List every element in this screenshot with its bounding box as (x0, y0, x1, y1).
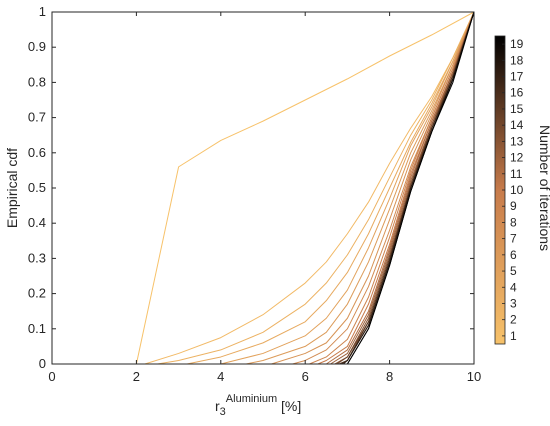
x-axis-label: r3Aluminium [%] (215, 393, 301, 418)
colorbar-tick-label: 4 (510, 280, 517, 294)
colorbar-tick-label: 17 (510, 70, 524, 84)
x-tick-label: 10 (467, 369, 481, 384)
series-line-iteration-7 (271, 11, 475, 365)
y-tick-label: 0.5 (28, 180, 46, 195)
series-line-iteration-4 (186, 11, 475, 365)
x-tick-label: 8 (386, 369, 393, 384)
colorbar-tick-label: 5 (510, 264, 517, 278)
series-line-iteration-3 (157, 11, 475, 365)
x-tick-label: 0 (48, 369, 55, 384)
colorbar-tick-label: 11 (510, 167, 523, 181)
colorbar-tick-label: 18 (510, 53, 524, 67)
colorbar-tick-label: 10 (510, 183, 524, 197)
y-tick-label: 0 (39, 356, 46, 371)
x-axis-label-base: r (215, 398, 220, 414)
x-axis-label-superscript: Aluminium (226, 393, 277, 405)
series-line-iteration-12 (330, 11, 475, 365)
colorbar-label: Number of iterations (537, 125, 550, 251)
series-line-iteration-6 (246, 11, 475, 365)
axes-layer: 0 2 4 6 8 10 0 0.1 0.2 0.3 0.4 0.5 0.6 0.7 0.8 0.9 1 (28, 4, 481, 384)
x-axis-label-subscript: 3 (220, 406, 226, 418)
colorbar-tick-label: 6 (510, 248, 517, 262)
x-tick-label: 6 (302, 369, 309, 384)
colorbar-tick-label: 8 (510, 215, 517, 229)
series-line-iteration-9 (309, 11, 475, 365)
series-layer (135, 11, 475, 365)
colorbar-tick-label: 9 (510, 199, 517, 213)
y-tick-label: 0.8 (28, 74, 46, 89)
y-tick-label: 0.7 (28, 110, 46, 125)
colorbar-tick-label: 3 (510, 296, 517, 310)
y-tick-label: 0.1 (28, 321, 46, 336)
series-line-iteration-19 (345, 11, 475, 365)
colorbar-tick-label: 13 (510, 134, 524, 148)
colorbar-tick-label: 12 (510, 151, 524, 165)
colorbar-tick-label: 1 (510, 329, 517, 343)
y-tick-label: 1 (39, 4, 46, 19)
x-tick-label: 2 (133, 369, 140, 384)
series-line-iteration-1 (135, 11, 475, 365)
x-tick-label: 4 (217, 369, 224, 384)
colorbar-tick-label: 19 (510, 37, 524, 51)
series-line-iteration-5 (220, 11, 475, 365)
colorbar-tick-label: 7 (510, 232, 517, 246)
x-axis-label-unit: [%] (277, 398, 301, 414)
colorbar-tick-label: 15 (510, 102, 524, 116)
y-tick-label: 0.9 (28, 39, 46, 54)
y-tick-label: 0.3 (28, 250, 46, 265)
series-line-iteration-2 (144, 11, 475, 365)
y-tick-label: 0.6 (28, 145, 46, 160)
colorbar-tick-label: 16 (510, 86, 524, 100)
colorbar-tick-label: 2 (510, 313, 517, 327)
y-tick-label: 0.2 (28, 286, 46, 301)
y-axis-label: Empirical cdf (4, 148, 20, 228)
colorbar-tick-label: 14 (510, 118, 524, 132)
y-tick-label: 0.4 (28, 215, 46, 230)
